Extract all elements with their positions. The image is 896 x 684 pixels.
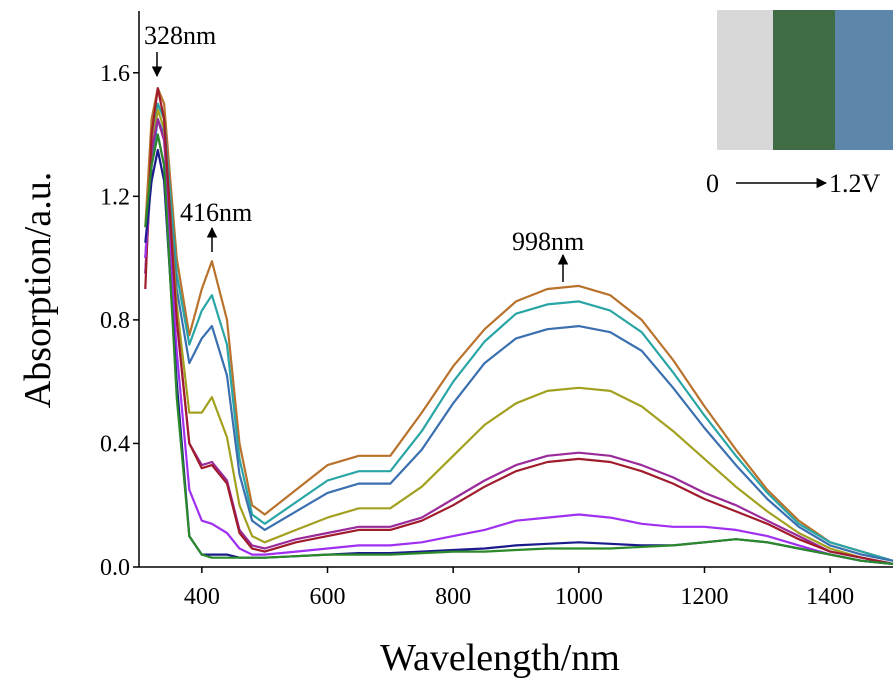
series-line	[144, 87, 894, 565]
y-tick-label: 0.0	[100, 555, 130, 581]
x-tick-label: 600	[310, 584, 346, 610]
annotation: 0	[706, 169, 719, 198]
x-axis-title: Wavelength/nm	[380, 637, 620, 679]
annotation: 328nm	[144, 21, 216, 50]
x-tick-label: 1400	[806, 584, 854, 610]
annotation: 1.2V	[829, 169, 881, 198]
series-line	[144, 133, 894, 565]
y-tick-label: 1.6	[100, 61, 130, 87]
series-line	[144, 118, 894, 562]
x-tick-label: 400	[184, 584, 220, 610]
series-line	[144, 87, 894, 562]
series-line	[144, 102, 894, 562]
series-line	[144, 118, 894, 565]
y-tick-label: 0.8	[100, 308, 130, 334]
inset-photo	[717, 10, 893, 150]
y-tick-label: 0.4	[100, 431, 130, 457]
series-line	[144, 108, 894, 565]
annotation: 998nm	[512, 227, 584, 256]
y-axis-title: Absorption/a.u.	[17, 172, 59, 408]
annotation: 416nm	[180, 198, 252, 227]
x-tick-label: 800	[435, 584, 471, 610]
x-tick-label: 1200	[681, 584, 729, 610]
series-line	[144, 133, 894, 565]
x-tick-label: 1000	[555, 584, 603, 610]
y-tick-label: 1.2	[100, 184, 130, 210]
